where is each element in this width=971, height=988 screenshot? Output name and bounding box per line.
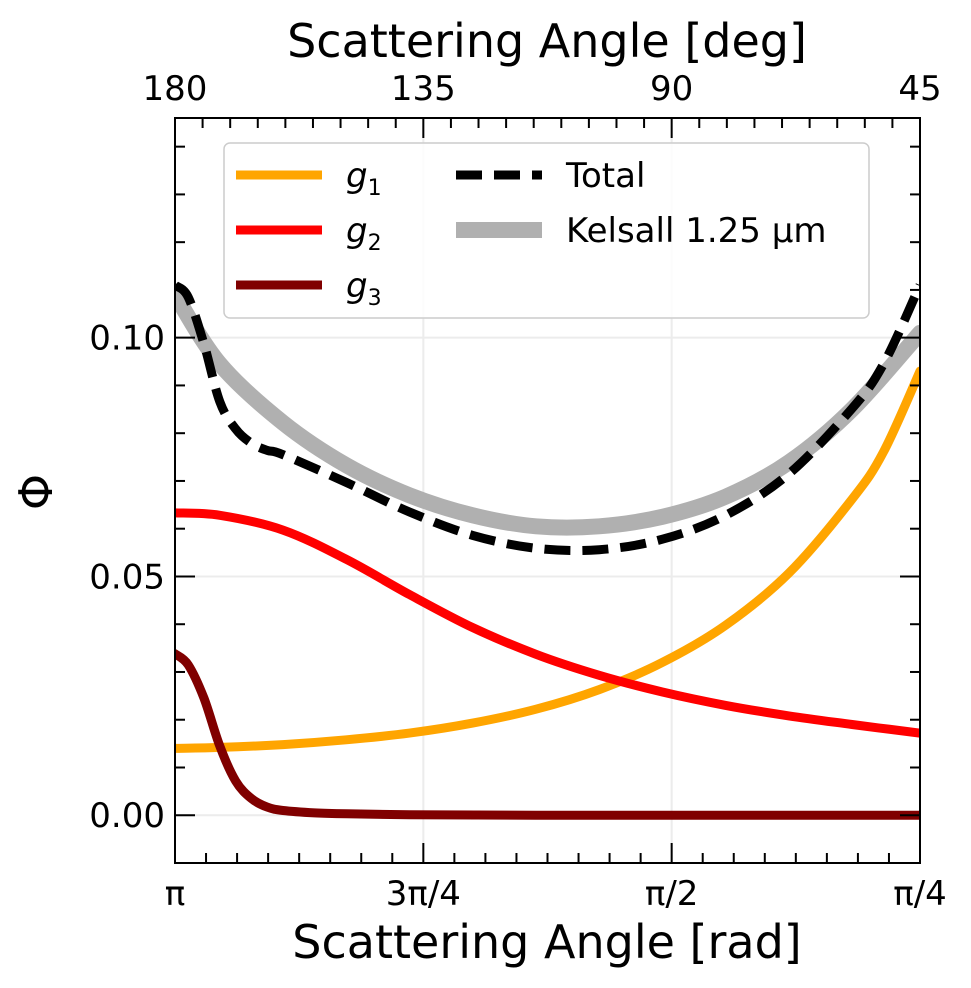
top-tick-label-0: 180 bbox=[143, 69, 208, 109]
y-tick-label-2: 0.10 bbox=[89, 319, 165, 359]
series-line-g3 bbox=[175, 649, 920, 820]
legend-label-total: Total bbox=[565, 156, 645, 196]
y-tick-label-0: 0.00 bbox=[89, 796, 165, 836]
top-tick-label-2: 90 bbox=[650, 69, 693, 109]
x-axis-title-top: Scattering Angle [deg] bbox=[287, 14, 807, 68]
legend-item-g3: g3 bbox=[236, 266, 382, 311]
y-axis-title: Φ bbox=[9, 474, 63, 510]
legend-label-g1: g1 bbox=[346, 156, 382, 201]
legend-frame bbox=[223, 142, 870, 319]
legend-item-kelsall: Kelsall 1.25 μm bbox=[456, 211, 826, 251]
y-tick-label-1: 0.05 bbox=[89, 557, 165, 597]
series-line-g2 bbox=[175, 508, 920, 738]
y-tick-labels: 0.00 0.05 0.10 bbox=[89, 319, 165, 837]
legend-item-g2: g2 bbox=[236, 211, 382, 256]
series-line-g1 bbox=[175, 366, 920, 753]
bottom-tick-label-2: π/2 bbox=[645, 874, 699, 914]
top-tick-label-3: 45 bbox=[898, 69, 941, 109]
legend-label-g3: g3 bbox=[346, 266, 382, 311]
legend: g1 g2 g3 Total Kelsall 1.25 μm bbox=[223, 142, 870, 319]
x-axis-title-bottom: Scattering Angle [rad] bbox=[292, 915, 801, 969]
legend-label-kelsall: Kelsall 1.25 μm bbox=[566, 211, 826, 251]
legend-label-g2: g2 bbox=[346, 211, 382, 256]
bottom-tick-label-1: 3π/4 bbox=[386, 874, 461, 914]
legend-item-g1: g1 bbox=[236, 156, 382, 201]
ticks bbox=[173, 118, 921, 864]
top-tick-label-1: 135 bbox=[391, 69, 456, 109]
legend-item-total: Total bbox=[456, 156, 645, 196]
top-tick-labels: 180 135 90 45 bbox=[143, 69, 942, 109]
series-line-total bbox=[175, 281, 920, 556]
series-line-kelsall bbox=[175, 286, 920, 536]
bottom-tick-labels: π 3π/4 π/2 π/4 bbox=[165, 874, 947, 914]
bottom-tick-label-3: π/4 bbox=[893, 874, 947, 914]
bottom-tick-label-0: π bbox=[165, 874, 185, 914]
series-layer bbox=[175, 281, 920, 820]
